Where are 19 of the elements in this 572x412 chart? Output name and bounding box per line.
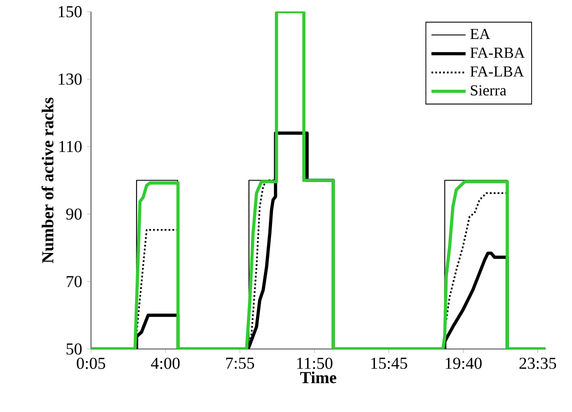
y-tick-label: 130 [58, 74, 82, 85]
x-tick-label: 15:45 [371, 358, 408, 369]
y-tick-label: 70 [66, 276, 82, 288]
y-tick-label: 150 [58, 6, 82, 18]
legend-label: Sierra [470, 85, 506, 96]
legend-label: FA-LBA [470, 66, 524, 77]
x-tick-label: 0:05 [76, 358, 106, 370]
y-tick-label: 110 [59, 140, 82, 152]
x-axis-title: Time [300, 372, 336, 384]
y-axis-title: Number of active racks [42, 98, 54, 264]
y-tick-label: 90 [66, 208, 82, 220]
legend-label: EA [470, 28, 490, 39]
x-tick-label: 11:50 [297, 358, 332, 370]
x-tick-label: 7:55 [226, 358, 254, 369]
x-tick-label: 4:00 [150, 358, 180, 370]
y-tick-label: 50 [66, 343, 82, 355]
x-tick-label: 19:40 [446, 358, 482, 370]
legend-label: FA-RBA [470, 48, 525, 58]
x-tick-label: 23:35 [519, 358, 556, 369]
